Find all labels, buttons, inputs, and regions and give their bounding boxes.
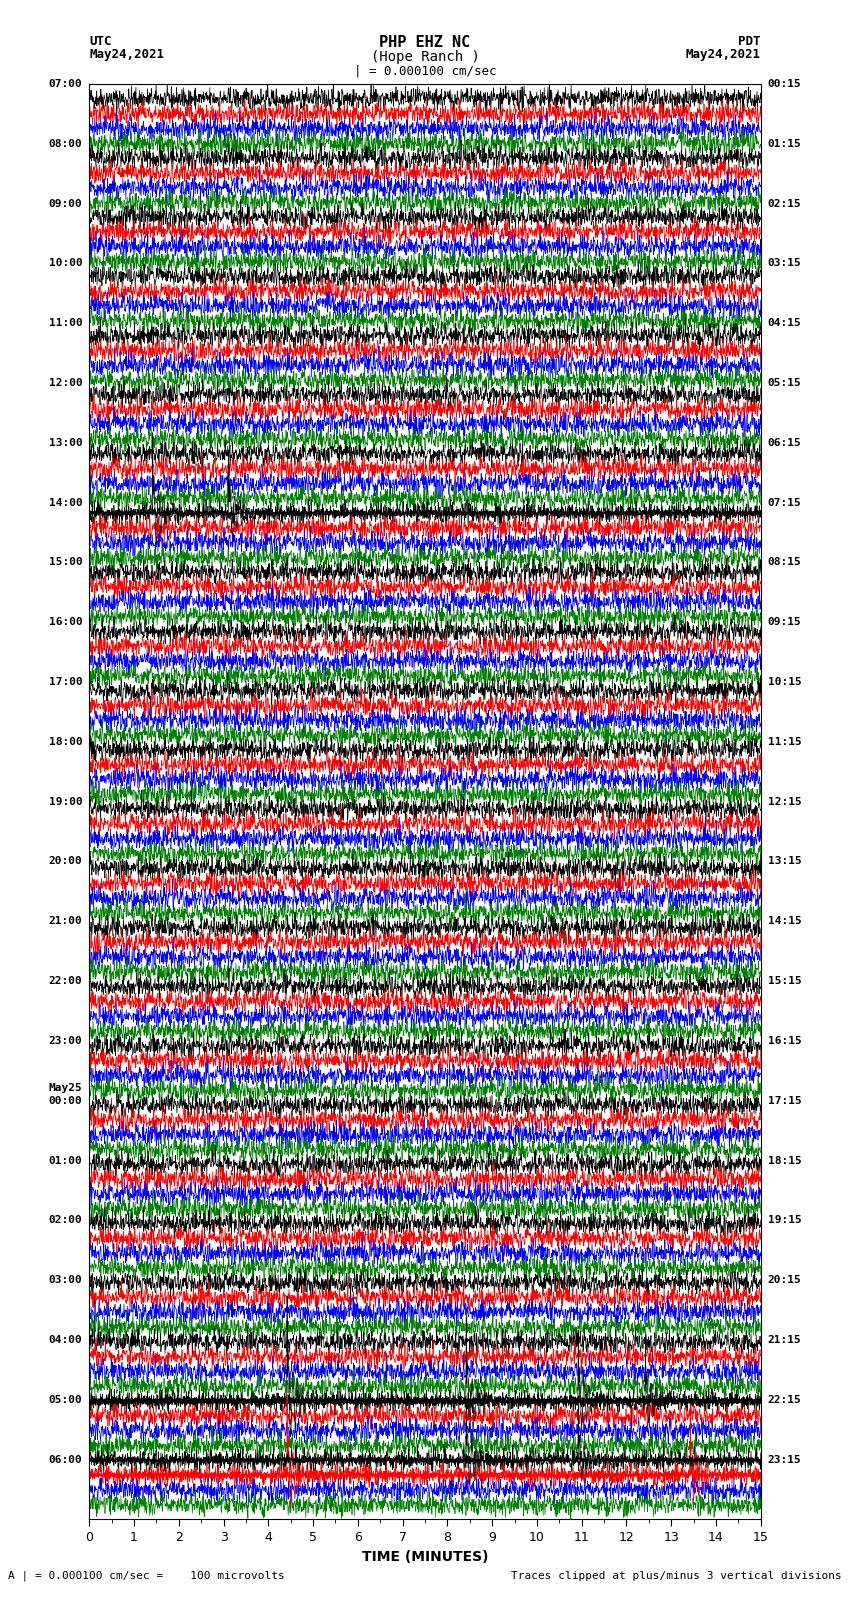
Text: 02:15: 02:15 bbox=[768, 198, 802, 208]
Text: (Hope Ranch ): (Hope Ranch ) bbox=[371, 50, 479, 65]
Text: 22:00: 22:00 bbox=[48, 976, 82, 986]
Text: 13:15: 13:15 bbox=[768, 857, 802, 866]
Text: 19:15: 19:15 bbox=[768, 1215, 802, 1226]
Text: 08:15: 08:15 bbox=[768, 558, 802, 568]
Text: 14:00: 14:00 bbox=[48, 497, 82, 508]
Text: 09:15: 09:15 bbox=[768, 618, 802, 627]
Text: 23:00: 23:00 bbox=[48, 1036, 82, 1045]
Text: 10:15: 10:15 bbox=[768, 677, 802, 687]
Text: 03:15: 03:15 bbox=[768, 258, 802, 268]
Text: 20:15: 20:15 bbox=[768, 1276, 802, 1286]
Text: 00:00: 00:00 bbox=[48, 1095, 82, 1107]
Text: 01:15: 01:15 bbox=[768, 139, 802, 148]
Text: 05:15: 05:15 bbox=[768, 377, 802, 389]
Text: 16:00: 16:00 bbox=[48, 618, 82, 627]
Text: 00:15: 00:15 bbox=[768, 79, 802, 89]
Text: 12:00: 12:00 bbox=[48, 377, 82, 389]
Text: 22:15: 22:15 bbox=[768, 1395, 802, 1405]
Text: 09:00: 09:00 bbox=[48, 198, 82, 208]
Text: 23:15: 23:15 bbox=[768, 1455, 802, 1465]
Text: 02:00: 02:00 bbox=[48, 1215, 82, 1226]
Text: PDT: PDT bbox=[739, 35, 761, 48]
Text: 16:15: 16:15 bbox=[768, 1036, 802, 1045]
Text: 07:00: 07:00 bbox=[48, 79, 82, 89]
Text: 06:15: 06:15 bbox=[768, 437, 802, 448]
Text: May25: May25 bbox=[48, 1082, 82, 1094]
Text: 18:15: 18:15 bbox=[768, 1155, 802, 1166]
Text: 03:00: 03:00 bbox=[48, 1276, 82, 1286]
Text: 07:15: 07:15 bbox=[768, 497, 802, 508]
Text: 04:00: 04:00 bbox=[48, 1336, 82, 1345]
Text: 18:00: 18:00 bbox=[48, 737, 82, 747]
Text: 15:15: 15:15 bbox=[768, 976, 802, 986]
Text: 12:15: 12:15 bbox=[768, 797, 802, 806]
Text: 21:15: 21:15 bbox=[768, 1336, 802, 1345]
Text: | = 0.000100 cm/sec: | = 0.000100 cm/sec bbox=[354, 65, 496, 77]
Text: 20:00: 20:00 bbox=[48, 857, 82, 866]
Text: May24,2021: May24,2021 bbox=[686, 48, 761, 61]
Text: 01:00: 01:00 bbox=[48, 1155, 82, 1166]
Text: 15:00: 15:00 bbox=[48, 558, 82, 568]
Text: 11:00: 11:00 bbox=[48, 318, 82, 327]
Text: 21:00: 21:00 bbox=[48, 916, 82, 926]
Text: 10:00: 10:00 bbox=[48, 258, 82, 268]
Text: PHP EHZ NC: PHP EHZ NC bbox=[379, 35, 471, 50]
Text: UTC: UTC bbox=[89, 35, 111, 48]
Text: 04:15: 04:15 bbox=[768, 318, 802, 327]
Text: 17:00: 17:00 bbox=[48, 677, 82, 687]
Text: Traces clipped at plus/minus 3 vertical divisions: Traces clipped at plus/minus 3 vertical … bbox=[511, 1571, 842, 1581]
Text: A | = 0.000100 cm/sec =    100 microvolts: A | = 0.000100 cm/sec = 100 microvolts bbox=[8, 1569, 286, 1581]
Text: 14:15: 14:15 bbox=[768, 916, 802, 926]
X-axis label: TIME (MINUTES): TIME (MINUTES) bbox=[362, 1550, 488, 1565]
Text: 08:00: 08:00 bbox=[48, 139, 82, 148]
Text: 19:00: 19:00 bbox=[48, 797, 82, 806]
Text: 13:00: 13:00 bbox=[48, 437, 82, 448]
Text: 17:15: 17:15 bbox=[768, 1095, 802, 1107]
Text: 05:00: 05:00 bbox=[48, 1395, 82, 1405]
Text: 11:15: 11:15 bbox=[768, 737, 802, 747]
Text: 06:00: 06:00 bbox=[48, 1455, 82, 1465]
Text: May24,2021: May24,2021 bbox=[89, 48, 164, 61]
